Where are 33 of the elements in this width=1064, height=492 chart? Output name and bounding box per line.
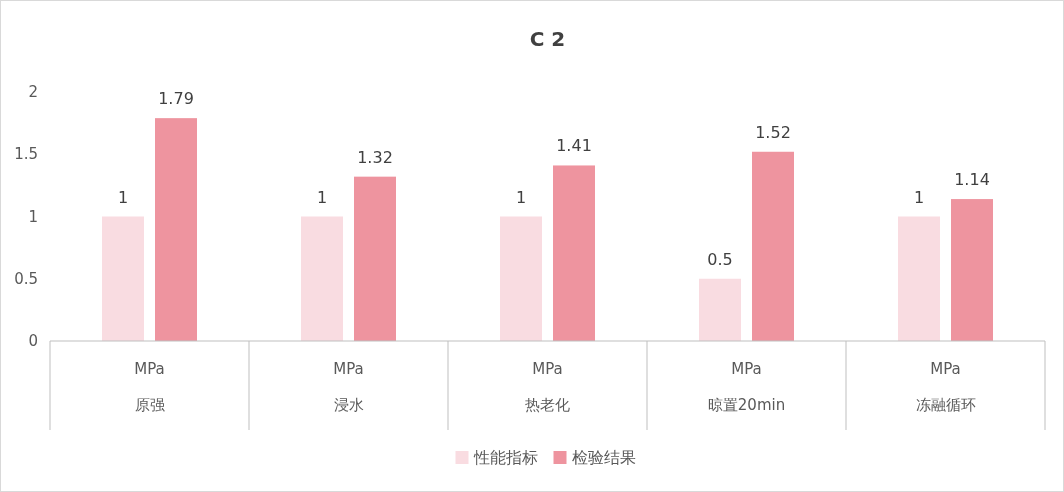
bar <box>553 165 595 341</box>
data-label: 1.14 <box>954 170 990 190</box>
y-tick-label: 2 <box>28 83 38 101</box>
bar <box>301 216 343 341</box>
data-label: 1 <box>117 187 129 207</box>
chart-title: C 2 <box>529 27 566 51</box>
y-tick-label: 1 <box>28 207 38 226</box>
bar <box>951 199 993 341</box>
data-label: 1.79 <box>158 89 194 109</box>
bar <box>898 216 940 341</box>
legend-label: 检验结果 <box>571 448 636 467</box>
data-label: 1 <box>316 187 328 207</box>
bar <box>752 151 794 341</box>
category-label: MPa 热老化 <box>525 360 570 414</box>
category-label: MPa 原强 <box>134 360 165 414</box>
bar <box>699 278 741 341</box>
category-label: MPa 浸水 <box>333 360 364 414</box>
data-label: 1.32 <box>357 147 393 167</box>
y-tick-label: 0.5 <box>14 269 38 288</box>
bar <box>500 216 542 341</box>
category-label: MPa 冻融循环 <box>915 360 976 414</box>
y-tick-label: 1.5 <box>14 145 38 164</box>
bar <box>102 216 144 341</box>
bar <box>354 176 396 341</box>
data-label: 1 <box>515 187 527 207</box>
data-label: 1.41 <box>556 136 592 156</box>
data-label: 1 <box>913 187 925 207</box>
legend-label: 性能指标 <box>472 448 538 467</box>
y-tick-label: 0 <box>28 332 38 350</box>
data-label: 0.5 <box>707 249 733 269</box>
bar <box>155 118 197 341</box>
category-label: MPa 晾置20min <box>707 360 786 414</box>
data-label: 1.52 <box>755 122 791 142</box>
